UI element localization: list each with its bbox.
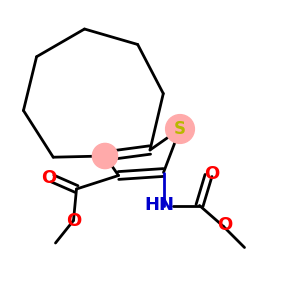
- Text: S: S: [174, 120, 186, 138]
- Text: O: O: [218, 216, 232, 234]
- Text: HN: HN: [144, 196, 174, 214]
- Circle shape: [92, 143, 118, 169]
- Circle shape: [166, 115, 194, 143]
- Text: O: O: [41, 169, 56, 187]
- Text: O: O: [204, 165, 219, 183]
- Text: O: O: [66, 212, 81, 230]
